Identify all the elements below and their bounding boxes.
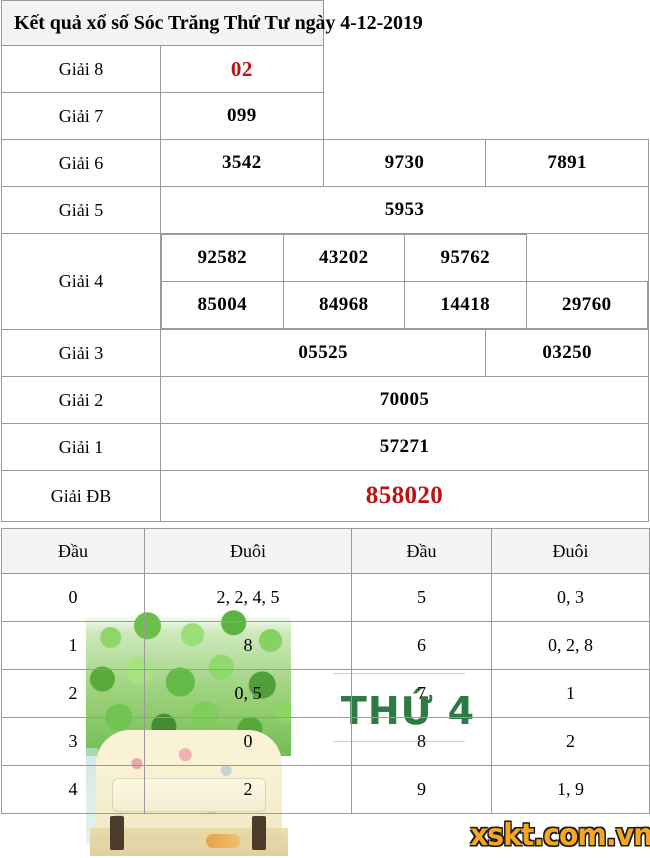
column-header-dau-right: Đầu: [351, 528, 492, 574]
table-row-prize-2: Giải 2 70005: [1, 376, 649, 424]
tail-digits-left: 0, 5: [144, 669, 352, 718]
prize-results-table: Kết quả xổ số Sóc Trăng Thứ Tư ngày 4-12…: [1, 0, 649, 522]
prize-value-3-1: 05525: [159, 329, 487, 377]
tail-digits-right: 0, 2, 8: [491, 621, 650, 670]
prize-label-1: Giải 1: [1, 423, 161, 471]
site-logo-watermark: xskt.com.vn: [470, 818, 650, 853]
page-title: Kết quả xổ số Sóc Trăng Thứ Tư ngày 4-12…: [1, 0, 423, 46]
prize-label-5: Giải 5: [1, 186, 161, 234]
prize-value-4-5: 84968: [282, 281, 405, 329]
tail-digits-left: 2: [144, 765, 352, 814]
prize-value-6-1: 3542: [160, 139, 324, 187]
table-header-row: Đầu Đuôi Đầu Đuôi: [1, 528, 650, 574]
head-digit-left: 1: [1, 621, 145, 670]
prize-value-1: 57271: [160, 423, 649, 471]
head-digit-left: 2: [1, 669, 145, 718]
table-row: 92582 43202 95762: [161, 234, 648, 282]
chair-leg-left: [110, 816, 124, 850]
column-header-duoi-right: Đuôi: [491, 528, 650, 574]
table-row: 3 0 8 2: [1, 717, 650, 766]
table-row: 4 2 9 1, 9: [1, 765, 650, 814]
head-digit-left: 4: [1, 765, 145, 814]
table-row: 0 2, 2, 4, 5 5 0, 3: [1, 573, 650, 622]
prize-value-6-3: 7891: [485, 139, 649, 187]
table-row-prize-1: Giải 1 57271: [1, 423, 649, 471]
table-row-prize-8: Giải 8 02: [1, 45, 649, 93]
prize-value-4-3: 95762: [404, 234, 527, 282]
table-row-prize-3: Giải 3 05525 03250: [1, 329, 649, 377]
prize-4-subtable: 92582 43202 95762 85004 84968 14418 2976…: [161, 234, 648, 329]
prize-value-8: 02: [160, 45, 324, 93]
tail-digits-right: 1: [491, 669, 650, 718]
head-digit-right: 9: [351, 765, 492, 814]
tail-digits-left: 0: [144, 717, 352, 766]
prize-label-7: Giải 7: [1, 92, 161, 140]
table-row-prize-5: Giải 5 5953: [1, 186, 649, 234]
tail-digits-left: 8: [144, 621, 352, 670]
table-row-prize-4: Giải 4 92582 43202 95762 85004 84968: [1, 233, 649, 330]
prize-value-4-4: 85004: [161, 281, 284, 329]
floor-strip: [90, 828, 288, 856]
table-row: 2 0, 5 7 1: [1, 669, 650, 718]
column-header-dau-left: Đầu: [1, 528, 145, 574]
table-row: 1 8 6 0, 2, 8: [1, 621, 650, 670]
head-digit-left: 3: [1, 717, 145, 766]
table-row-prize-7: Giải 7 099: [1, 92, 649, 140]
chair-leg-right: [252, 816, 266, 850]
tail-digits-right: 0, 3: [491, 573, 650, 622]
prize-label-db: Giải ĐB: [1, 470, 161, 522]
prize-value-2: 70005: [160, 376, 649, 424]
prize-value-4-7: 29760: [525, 281, 648, 329]
cat-figure: [206, 834, 240, 848]
table-row-prize-6: Giải 6 3542 9730 7891: [1, 139, 649, 187]
prize-value-6-2: 9730: [322, 139, 487, 187]
head-tail-table: Đầu Đuôi Đầu Đuôi 0 2, 2, 4, 5 5 0, 3 1 …: [1, 528, 650, 814]
prize-label-4: Giải 4: [1, 233, 161, 330]
prize-label-3: Giải 3: [1, 329, 161, 377]
head-digit-right: 5: [351, 573, 492, 622]
prize-label-6: Giải 6: [1, 139, 161, 187]
tail-digits-right: 1, 9: [491, 765, 650, 814]
tail-digits-left: 2, 2, 4, 5: [144, 573, 352, 622]
prize-value-4-6: 14418: [404, 281, 527, 329]
prize-value-db: 858020: [160, 470, 649, 522]
head-digit-right: 8: [351, 717, 492, 766]
tail-digits-right: 2: [491, 717, 650, 766]
prize-value-7: 099: [160, 92, 324, 140]
table-row-title: Kết quả xổ số Sóc Trăng Thứ Tư ngày 4-12…: [1, 0, 649, 46]
prize-label-8: Giải 8: [1, 45, 161, 93]
head-digit-left: 0: [1, 573, 145, 622]
table-row-prize-db: Giải ĐB 858020: [1, 470, 649, 522]
table-row: 85004 84968 14418 29760: [161, 281, 648, 329]
head-digit-right: 7: [351, 669, 492, 718]
prize-label-2: Giải 2: [1, 376, 161, 424]
head-digit-right: 6: [351, 621, 492, 670]
prize-value-4-group: 92582 43202 95762 85004 84968 14418 2976…: [160, 233, 649, 330]
prize-value-4-2: 43202: [282, 234, 405, 282]
head-tail-section: Đầu Đuôi Đầu Đuôi 0 2, 2, 4, 5 5 0, 3 1 …: [0, 528, 650, 814]
prize-value-3-2: 03250: [485, 329, 649, 377]
prize-value-5: 5953: [160, 186, 649, 234]
prize-value-4-1: 92582: [161, 234, 284, 282]
column-header-duoi-left: Đuôi: [144, 528, 352, 574]
